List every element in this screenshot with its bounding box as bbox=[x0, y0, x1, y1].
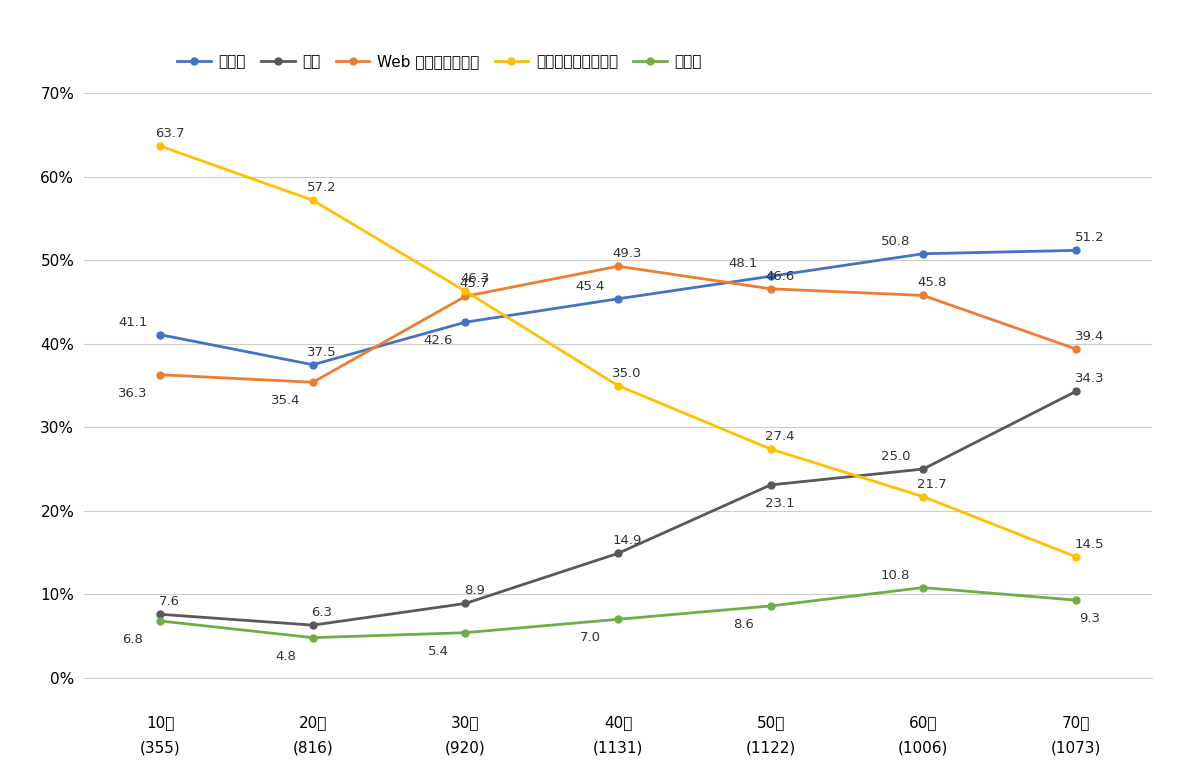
Text: (1073): (1073) bbox=[1050, 740, 1100, 756]
Text: 10.8: 10.8 bbox=[881, 569, 911, 582]
Web サイト・アプリ bbox=[1068, 344, 1082, 354]
Text: 48.1: 48.1 bbox=[728, 257, 757, 270]
Text: 21.7: 21.7 bbox=[918, 478, 947, 491]
Text: 35.0: 35.0 bbox=[612, 367, 642, 379]
Text: 39.4: 39.4 bbox=[1075, 330, 1104, 343]
ラジオ bbox=[916, 583, 930, 592]
新聞 bbox=[916, 464, 930, 474]
Text: 46.6: 46.6 bbox=[766, 270, 794, 283]
ソーシャルメディア bbox=[1068, 552, 1082, 562]
Text: 20代: 20代 bbox=[299, 715, 328, 730]
Line: ソーシャルメディア: ソーシャルメディア bbox=[157, 143, 1079, 560]
ラジオ bbox=[458, 628, 473, 637]
テレビ bbox=[154, 330, 168, 340]
Text: 14.9: 14.9 bbox=[612, 534, 642, 548]
ラジオ bbox=[154, 616, 168, 626]
Web サイト・アプリ bbox=[306, 378, 320, 387]
Text: 42.6: 42.6 bbox=[424, 334, 452, 347]
Text: 6.8: 6.8 bbox=[122, 633, 143, 646]
新聞 bbox=[154, 610, 168, 619]
テレビ bbox=[916, 249, 930, 259]
Text: 60代: 60代 bbox=[908, 715, 937, 730]
Text: 5.4: 5.4 bbox=[427, 644, 449, 657]
Text: (816): (816) bbox=[293, 740, 334, 756]
Text: 45.8: 45.8 bbox=[918, 277, 947, 290]
ラジオ bbox=[763, 601, 778, 611]
Text: 27.4: 27.4 bbox=[764, 430, 794, 443]
Text: 23.1: 23.1 bbox=[764, 497, 794, 509]
新聞 bbox=[611, 548, 625, 558]
Text: 10代: 10代 bbox=[146, 715, 174, 730]
ソーシャルメディア bbox=[458, 287, 473, 296]
Text: 70代: 70代 bbox=[1062, 715, 1090, 730]
テレビ bbox=[611, 294, 625, 304]
新聞 bbox=[763, 480, 778, 490]
Text: 8.9: 8.9 bbox=[464, 584, 485, 597]
Text: (1131): (1131) bbox=[593, 740, 643, 756]
Line: Web サイト・アプリ: Web サイト・アプリ bbox=[157, 263, 1079, 386]
Text: 14.5: 14.5 bbox=[1075, 538, 1104, 551]
ラジオ bbox=[306, 633, 320, 643]
Web サイト・アプリ bbox=[763, 284, 778, 294]
Text: 50.8: 50.8 bbox=[881, 234, 911, 248]
ソーシャルメディア bbox=[763, 444, 778, 453]
ラジオ bbox=[611, 615, 625, 624]
Text: 37.5: 37.5 bbox=[307, 346, 337, 358]
Line: 新聞: 新聞 bbox=[157, 388, 1079, 629]
Text: 4.8: 4.8 bbox=[275, 650, 296, 662]
ソーシャルメディア bbox=[306, 196, 320, 205]
テレビ bbox=[306, 360, 320, 369]
Text: (920): (920) bbox=[445, 740, 486, 756]
Text: 7.6: 7.6 bbox=[158, 595, 180, 608]
Text: 49.3: 49.3 bbox=[612, 247, 642, 260]
ソーシャルメディア bbox=[611, 381, 625, 390]
Text: 50代: 50代 bbox=[756, 715, 785, 730]
Text: 8.6: 8.6 bbox=[733, 618, 754, 631]
ラジオ bbox=[1068, 595, 1082, 605]
Text: (355): (355) bbox=[140, 740, 181, 756]
Text: 35.4: 35.4 bbox=[271, 394, 300, 407]
Text: 7.0: 7.0 bbox=[580, 631, 601, 644]
テレビ bbox=[763, 272, 778, 281]
Text: (1122): (1122) bbox=[745, 740, 796, 756]
Text: 36.3: 36.3 bbox=[118, 386, 148, 400]
Line: テレビ: テレビ bbox=[157, 247, 1079, 368]
Line: ラジオ: ラジオ bbox=[157, 584, 1079, 641]
Text: (1006): (1006) bbox=[898, 740, 948, 756]
ソーシャルメディア bbox=[154, 142, 168, 151]
Text: 46.3: 46.3 bbox=[460, 273, 490, 285]
Text: 34.3: 34.3 bbox=[1075, 372, 1104, 386]
Text: 45.7: 45.7 bbox=[460, 277, 490, 291]
Web サイト・アプリ bbox=[458, 291, 473, 301]
Text: 9.3: 9.3 bbox=[1079, 612, 1100, 625]
Text: 63.7: 63.7 bbox=[155, 127, 184, 140]
Text: 30代: 30代 bbox=[451, 715, 480, 730]
Text: 41.1: 41.1 bbox=[118, 315, 148, 329]
Legend: テレビ, 新聞, Web サイト・アプリ, ソーシャルメディア, ラジオ: テレビ, 新聞, Web サイト・アプリ, ソーシャルメディア, ラジオ bbox=[178, 55, 702, 69]
Text: 25.0: 25.0 bbox=[881, 450, 911, 463]
Web サイト・アプリ bbox=[154, 370, 168, 379]
Web サイト・アプリ bbox=[916, 291, 930, 300]
ソーシャルメディア bbox=[916, 492, 930, 502]
新聞 bbox=[458, 599, 473, 608]
Text: 6.3: 6.3 bbox=[312, 606, 332, 619]
Text: 51.2: 51.2 bbox=[1075, 231, 1104, 245]
新聞 bbox=[1068, 387, 1082, 396]
テレビ bbox=[458, 318, 473, 327]
Text: 57.2: 57.2 bbox=[307, 182, 337, 194]
Text: 40代: 40代 bbox=[604, 715, 632, 730]
Text: 45.4: 45.4 bbox=[576, 280, 605, 293]
新聞 bbox=[306, 620, 320, 629]
Web サイト・アプリ bbox=[611, 262, 625, 271]
テレビ bbox=[1068, 245, 1082, 255]
